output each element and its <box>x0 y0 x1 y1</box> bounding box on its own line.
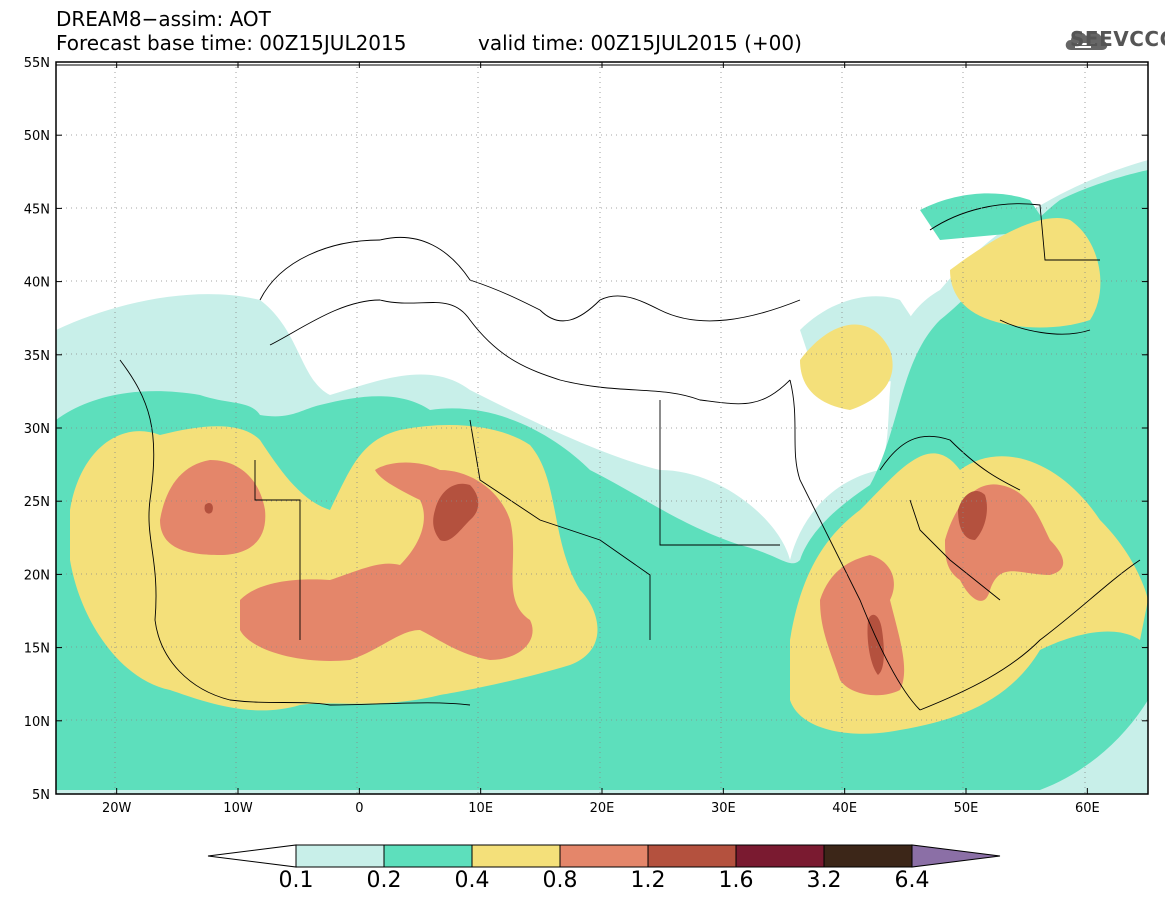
lon-label: 30E <box>711 801 736 816</box>
lon-label: 10W <box>223 801 253 816</box>
colorbar <box>207 844 1001 868</box>
colorbar-label: 6.4 <box>894 868 930 893</box>
colorbar-label: 1.2 <box>630 868 666 893</box>
colorbar-under-triangle <box>207 844 297 868</box>
lat-label: 35N <box>24 349 50 364</box>
lon-label: 40E <box>832 801 857 816</box>
lat-label: 45N <box>24 202 50 217</box>
graticule <box>56 62 1148 794</box>
colorbar-label: 3.2 <box>806 868 842 893</box>
lon-label: 20W <box>102 801 132 816</box>
colorbar-label: 1.6 <box>718 868 754 893</box>
colorbar-segment <box>471 844 561 868</box>
lat-label: 50N <box>24 129 50 144</box>
lon-label: 20E <box>590 801 615 816</box>
colorbar-label: 0.2 <box>366 868 402 893</box>
colorbar-label: 0.8 <box>542 868 578 893</box>
lat-label: 55N <box>24 56 50 71</box>
colorbar-label: 0.4 <box>454 868 490 893</box>
lat-label: 10N <box>24 715 50 730</box>
aot-band-1.2 <box>204 483 987 675</box>
lon-label: 10E <box>468 801 493 816</box>
colorbar-segment <box>647 844 737 868</box>
lon-label: 0 <box>355 801 363 816</box>
colorbar-segment <box>823 844 913 868</box>
lat-label: 30N <box>24 422 50 437</box>
title-product: DREAM8−assim: AOT <box>56 7 271 31</box>
title-base-time: Forecast base time: 00Z15JUL2015 <box>56 31 407 55</box>
lon-label: 50E <box>954 801 979 816</box>
lat-label: 15N <box>24 642 50 657</box>
title-valid-time: valid time: 00Z15JUL2015 (+00) <box>478 31 802 55</box>
colorbar-segment <box>559 844 649 868</box>
lat-label: 5N <box>32 788 50 803</box>
colorbar-over-triangle <box>911 844 1001 868</box>
cloud-icon <box>1065 32 1108 50</box>
colorbar-segment <box>735 844 825 868</box>
lat-label: 40N <box>24 276 50 291</box>
colorbar-segment <box>295 844 385 868</box>
logo-text: SEEVCCC <box>1070 27 1165 51</box>
lat-label: 20N <box>24 568 50 583</box>
lat-label: 25N <box>24 495 50 510</box>
colorbar-segment <box>383 844 473 868</box>
lon-label: 60E <box>1075 801 1100 816</box>
colorbar-label: 0.1 <box>278 868 314 893</box>
